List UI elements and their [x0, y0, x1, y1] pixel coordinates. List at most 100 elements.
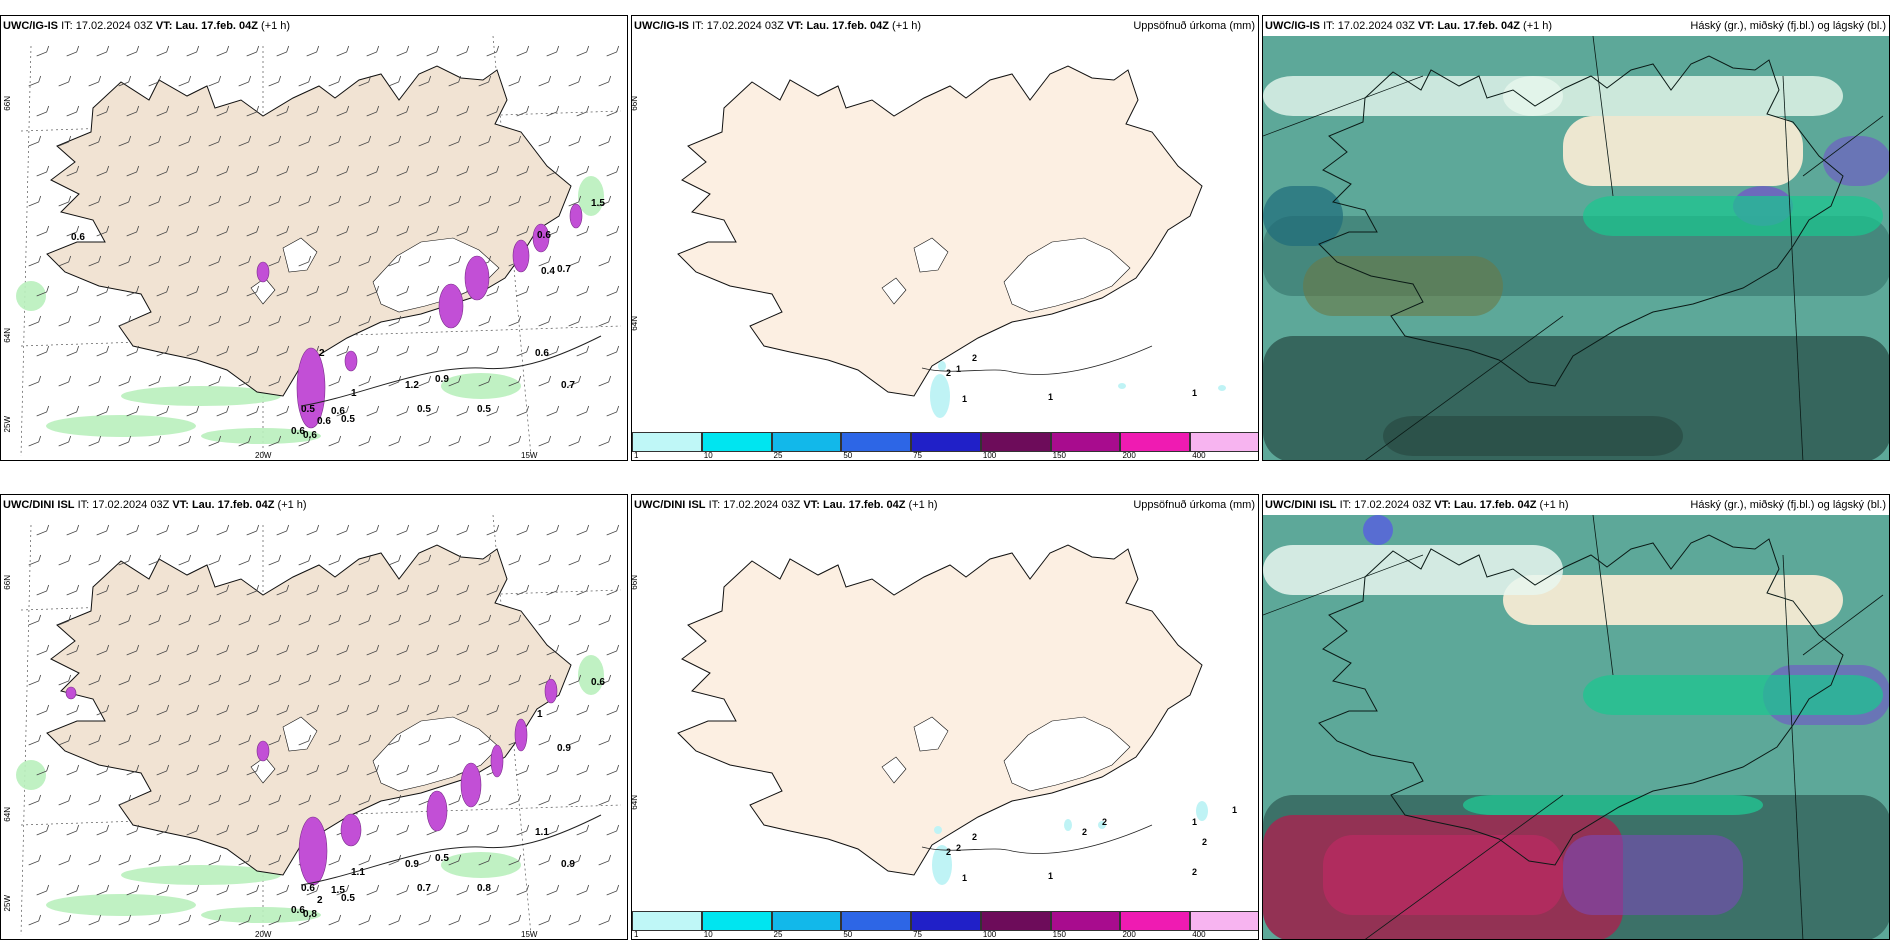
wind-barb — [118, 794, 132, 806]
wind-barb — [216, 704, 230, 716]
wind-barb — [388, 75, 402, 87]
wind-barb — [606, 764, 620, 776]
wind-barb — [36, 45, 50, 57]
glacier — [282, 237, 318, 273]
wind-barb — [366, 584, 380, 596]
wind-barb — [96, 285, 110, 297]
wind-barb — [238, 734, 252, 746]
wind-barb — [96, 345, 110, 357]
wind-barb — [66, 165, 80, 177]
wind-barb — [576, 285, 590, 297]
wind-barb — [216, 285, 230, 297]
wind-barb — [276, 405, 290, 417]
value-label: 0.6 — [317, 416, 331, 427]
wind-barb — [298, 734, 312, 746]
wind-barb — [238, 854, 252, 866]
precip-blob — [932, 845, 952, 885]
precip-value: 2 — [946, 847, 951, 857]
wind-barb — [576, 105, 590, 117]
iceland-coastline — [1318, 534, 1844, 866]
cloud-patch — [1583, 196, 1883, 236]
wind-barb — [298, 435, 312, 447]
wind-barb — [28, 734, 42, 746]
wind-barbs — [28, 524, 620, 926]
wind-barb — [426, 225, 440, 237]
wind-barb — [306, 285, 320, 297]
wind-barb — [568, 135, 582, 147]
wind-barb — [328, 135, 342, 147]
wind-barb — [606, 225, 620, 237]
wind-barb — [426, 884, 440, 896]
cloud-patch — [1263, 186, 1343, 246]
iceland-landmass — [46, 544, 572, 876]
wind-barb — [96, 764, 110, 776]
wind-barb — [606, 824, 620, 836]
value-label: 0.5 — [301, 404, 315, 415]
wind-barb — [276, 345, 290, 357]
wind-barb — [396, 405, 410, 417]
wind-barb — [448, 195, 462, 207]
value-label: 0.6 — [291, 905, 305, 916]
wind-barb — [208, 734, 222, 746]
value-labels: 0.60.80.50.91.10.50.90.7 0.80.621.510.91.… — [291, 677, 605, 920]
legend-label: 150 — [1052, 451, 1067, 460]
wind-barb — [336, 524, 350, 536]
wind-barb — [396, 884, 410, 896]
wind-barb — [396, 524, 410, 536]
wind-barb — [28, 75, 42, 87]
precip-value: 2 — [1082, 827, 1087, 837]
wind-barb — [126, 524, 140, 536]
legend-label: 100 — [982, 451, 997, 460]
border-line — [1802, 115, 1884, 177]
wind-barb — [178, 734, 192, 746]
wind-barb — [538, 914, 552, 926]
precip-value: 1 — [1048, 392, 1053, 402]
wind-barb — [66, 884, 80, 896]
legend-label: 1 — [634, 930, 639, 939]
wind-speed-patch — [121, 386, 281, 406]
cloud-patch — [1303, 256, 1503, 316]
wind-barb — [238, 375, 252, 387]
wind-barb — [298, 135, 312, 147]
wind-barb — [58, 734, 72, 746]
wind-speed-patch — [201, 907, 321, 923]
wind-barb — [36, 764, 50, 776]
value-label: 0.7 — [417, 883, 431, 894]
wind-barb — [328, 195, 342, 207]
wind-barb — [148, 135, 162, 147]
wind-barb — [388, 914, 402, 926]
wind-barb — [208, 435, 222, 447]
wind-barb — [508, 554, 522, 566]
wind-barb — [366, 285, 380, 297]
wind-barb — [568, 435, 582, 447]
value-label: 0.7 — [561, 380, 575, 391]
cloud-patch — [1363, 515, 1393, 545]
glacier — [881, 277, 907, 305]
wind-barb — [268, 914, 282, 926]
panel-dini-precip: UWC/DINI ISL IT: 17.02.2024 03Z VT: Lau.… — [631, 494, 1259, 940]
wind-barb — [546, 644, 560, 656]
wind-barb — [538, 734, 552, 746]
longitude-line — [20, 524, 32, 936]
legend-swatch — [980, 911, 1051, 931]
wind-barb — [388, 854, 402, 866]
longitude-line — [20, 45, 32, 457]
wind-barb — [516, 405, 530, 417]
precip-blob — [1098, 821, 1106, 829]
wind-barb — [478, 135, 492, 147]
wind-barb — [96, 704, 110, 716]
wind-barb — [538, 554, 552, 566]
wind-barb — [246, 824, 260, 836]
glacier — [913, 237, 949, 273]
wind-barb — [478, 195, 492, 207]
wind-barb — [276, 764, 290, 776]
wind-barb — [426, 764, 440, 776]
wind-speed-patch — [16, 760, 46, 790]
wind-barb — [486, 225, 500, 237]
precip-value: 2 — [1102, 817, 1107, 827]
lat-label: 66N — [3, 575, 12, 590]
legend-label: 150 — [1052, 930, 1067, 939]
legend-label: 400 — [1192, 451, 1206, 460]
wind-barb — [216, 345, 230, 357]
wind-barb — [58, 614, 72, 626]
